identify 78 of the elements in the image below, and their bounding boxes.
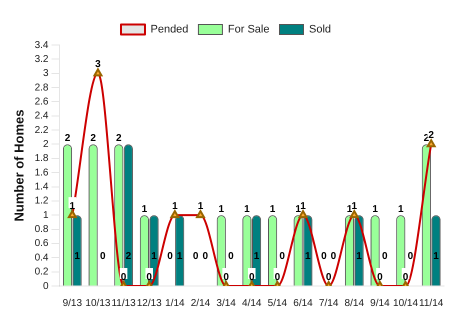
y-tick-label: 0 (42, 280, 49, 292)
data-label: 1 (198, 200, 204, 212)
x-tick-label: 2/14 (190, 298, 211, 309)
y-tick-label: 1.2 (34, 196, 49, 207)
x-tick-label: 11/13 (111, 298, 136, 309)
x-tick-label: 10/14 (393, 298, 418, 309)
y-tick-label: 2.4 (34, 110, 49, 122)
y-tick-label: 2.2 (34, 124, 49, 136)
data-label: 1 (352, 200, 358, 212)
x-tick-label: 1/14 (165, 298, 186, 309)
y-axis-title: Number of Homes (11, 110, 26, 222)
y-tick-label: 3.2 (34, 54, 49, 65)
y-tick-label: 1 (42, 210, 49, 221)
x-tick-label: 9/13 (62, 298, 82, 309)
data-label: 0 (223, 272, 230, 283)
data-label: 2 (64, 132, 71, 144)
y-tick-label: 3 (42, 68, 49, 80)
data-label: 0 (192, 250, 199, 262)
data-label: 0 (202, 250, 209, 262)
data-label: 1 (433, 250, 440, 262)
data-label: 1 (295, 204, 302, 215)
data-label: 0 (377, 272, 384, 283)
data-label: 1 (356, 250, 362, 262)
data-label: 2 (90, 132, 96, 144)
data-label: 0 (228, 250, 234, 262)
y-tick-label: 3.4 (34, 40, 49, 51)
data-label: 1 (176, 250, 183, 262)
legend-label: Sold (308, 24, 332, 36)
data-label: 0 (330, 250, 337, 262)
data-label: 0 (100, 250, 106, 262)
data-label: 1 (70, 200, 76, 212)
data-label: 1 (300, 200, 306, 212)
data-label: 0 (274, 272, 281, 283)
data-label: 0 (167, 250, 174, 262)
y-tick-label: 1.6 (34, 167, 49, 178)
data-label: 2 (428, 130, 434, 141)
data-label: 1 (218, 204, 225, 215)
x-tick-label: 10/13 (85, 298, 111, 309)
data-label: 1 (270, 204, 276, 215)
data-label: 0 (326, 272, 332, 283)
x-tick-label: 6/14 (293, 298, 314, 309)
y-tick-label: 0.8 (34, 224, 49, 236)
data-label: 1 (305, 250, 312, 262)
y-tick-label: 1.8 (34, 153, 49, 164)
data-label: 0 (402, 272, 409, 283)
data-label: 1 (398, 204, 404, 215)
y-tick-label: 2.8 (34, 82, 49, 94)
data-label: 1 (74, 250, 80, 262)
x-tick-label: 12/13 (136, 298, 162, 309)
data-label: 0 (321, 250, 328, 262)
y-tick-label: 0.4 (34, 252, 49, 264)
legend-label: For Sale (228, 24, 270, 36)
data-label: 2 (116, 132, 122, 144)
data-label: 1 (372, 204, 378, 215)
data-label: 1 (172, 200, 178, 212)
x-tick-label: 9/14 (370, 298, 390, 309)
data-label: 1 (254, 250, 260, 262)
y-tick-label: 0.2 (34, 266, 49, 278)
data-label: 1 (142, 204, 148, 215)
data-label: 0 (382, 250, 388, 262)
y-tick-label: 2 (42, 138, 49, 150)
data-label: 3 (95, 59, 102, 70)
x-tick-label: 8/14 (344, 298, 364, 309)
x-tick-label: 4/14 (242, 298, 262, 309)
y-tick-label: 2.6 (34, 96, 49, 108)
data-label: 0 (408, 250, 414, 262)
data-label: 0 (279, 250, 286, 262)
x-tick-label: 7/14 (318, 298, 339, 309)
y-tick-label: 0.6 (34, 238, 49, 250)
data-label: 1 (346, 204, 353, 215)
data-label: 1 (151, 250, 158, 262)
x-tick-label: 5/14 (268, 298, 288, 309)
legend-label: Pended (150, 24, 188, 36)
x-tick-label: 3/14 (216, 298, 236, 309)
data-label: 2 (126, 250, 132, 262)
x-tick-label: 11/14 (419, 298, 444, 309)
data-label: 1 (244, 204, 250, 215)
y-tick-label: 1.4 (34, 182, 49, 193)
